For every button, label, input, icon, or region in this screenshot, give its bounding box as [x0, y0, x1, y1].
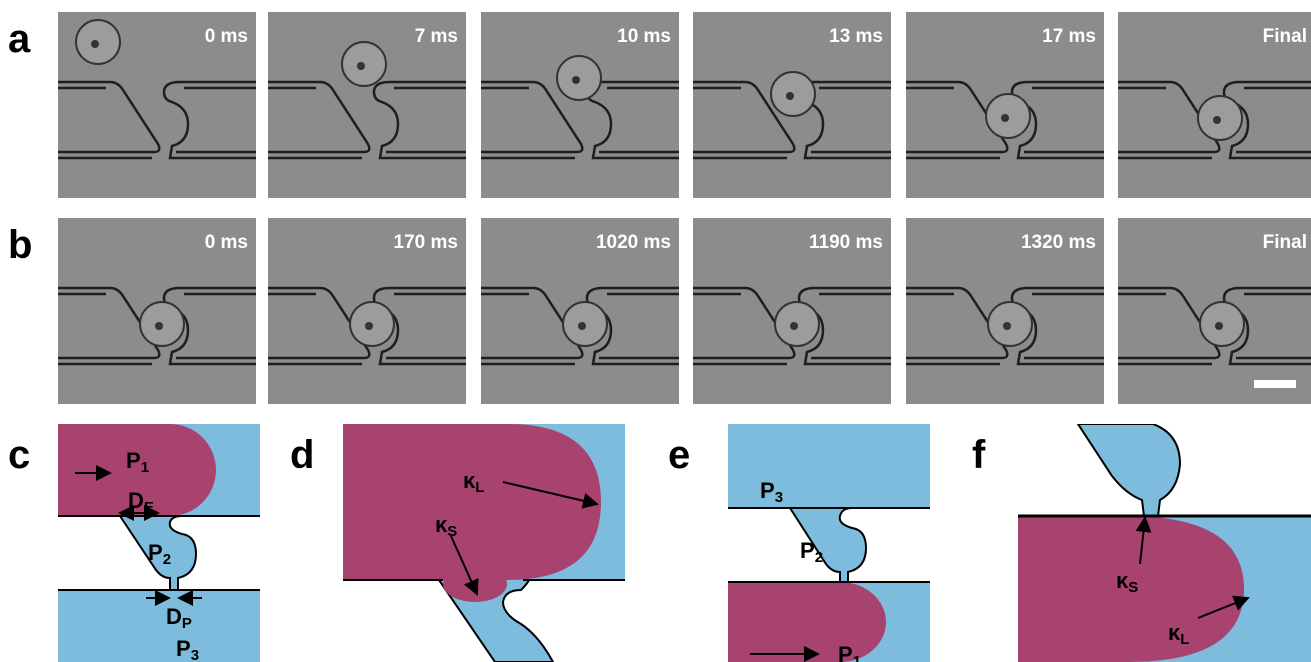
- cell-nucleus: [1003, 322, 1011, 330]
- micrograph: 17 ms: [906, 12, 1104, 198]
- timestamp: 17 ms: [1042, 26, 1096, 47]
- cell-nucleus: [357, 62, 365, 70]
- cell-nucleus: [155, 322, 163, 330]
- symbol: D: [166, 604, 182, 629]
- panel-label: b: [8, 223, 32, 267]
- cell-nucleus: [1215, 322, 1223, 330]
- scale-bar: [1254, 380, 1296, 388]
- diagram-f: [1018, 424, 1311, 662]
- subscript: 2: [163, 551, 171, 568]
- symbol: κ: [435, 512, 448, 537]
- timestamp: 1020 ms: [596, 232, 671, 253]
- symbol: κ: [463, 468, 476, 493]
- micrograph: 10 ms: [481, 12, 679, 198]
- subscript: 1: [853, 653, 861, 662]
- cell-nucleus: [1001, 114, 1009, 122]
- subscript: L: [1180, 631, 1189, 648]
- panel-label: e: [668, 433, 690, 477]
- symbol: P: [800, 538, 815, 563]
- cell-nucleus: [91, 40, 99, 48]
- timestamp: 10 ms: [617, 26, 671, 47]
- cell-nucleus: [578, 322, 586, 330]
- timestamp: Final: [1263, 26, 1307, 47]
- panel-label: f: [972, 433, 986, 477]
- micrograph: 1320 ms: [906, 218, 1104, 404]
- symbol: P: [760, 478, 775, 503]
- micrograph: 13 ms: [693, 12, 891, 198]
- subscript: E: [144, 499, 154, 516]
- micrograph: 0 ms: [58, 12, 256, 198]
- timestamp: 7 ms: [415, 26, 458, 47]
- cell-nucleus: [790, 322, 798, 330]
- diagram-e: [728, 424, 930, 662]
- figure: a 0 ms 7 ms 10 ms 13 ms 17 ms Final b 0 ms 170 ms…: [0, 0, 1311, 662]
- cell-nucleus: [365, 322, 373, 330]
- micrograph: Final: [1118, 218, 1311, 404]
- symbol: κ: [1116, 568, 1129, 593]
- subscript: P: [182, 615, 192, 632]
- timestamp: 0 ms: [205, 26, 248, 47]
- subscript: L: [475, 479, 484, 496]
- cell-nucleus: [786, 92, 794, 100]
- timestamp: Final: [1263, 232, 1307, 253]
- cell-nucleus: [572, 76, 580, 84]
- diagram-d: [343, 424, 625, 662]
- cell-nucleus: [1213, 116, 1221, 124]
- timestamp: 170 ms: [394, 232, 458, 253]
- symbol: P: [126, 448, 141, 473]
- micrograph: 0 ms: [58, 218, 256, 404]
- timestamp: 0 ms: [205, 232, 248, 253]
- panel-label: c: [8, 433, 30, 477]
- subscript: S: [1128, 579, 1138, 596]
- subscript: 3: [775, 489, 783, 506]
- symbol: P: [838, 642, 853, 662]
- panel-label: d: [290, 433, 314, 477]
- micrograph: 7 ms: [268, 12, 466, 198]
- timestamp: 1190 ms: [809, 232, 883, 253]
- subscript: 1: [141, 459, 149, 476]
- timestamp: 1320 ms: [1021, 232, 1096, 253]
- timestamp: 13 ms: [829, 26, 883, 47]
- subscript: 3: [191, 647, 199, 662]
- subscript: S: [447, 523, 457, 540]
- panel-label: a: [8, 17, 31, 61]
- symbol: D: [128, 488, 144, 513]
- micrograph: Final: [1118, 12, 1311, 198]
- micrograph: 1190 ms: [693, 218, 891, 404]
- micrograph: 1020 ms: [481, 218, 679, 404]
- symbol: κ: [1168, 620, 1181, 645]
- subscript: 2: [815, 549, 823, 566]
- symbol: P: [176, 636, 191, 661]
- micrograph: 170 ms: [268, 218, 466, 404]
- symbol: P: [148, 540, 163, 565]
